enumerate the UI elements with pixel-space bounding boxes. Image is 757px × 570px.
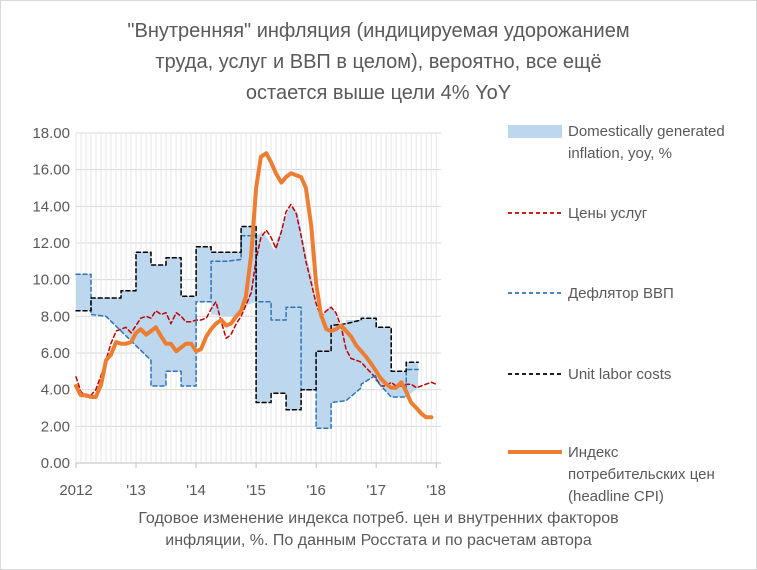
series-line-gdp-deflator <box>75 234 419 429</box>
axis-layer: 0.00 2.00 4.00 6.00 8.00 10.00 12.00 14.00 16.00… <box>32 125 446 499</box>
legend-label: потребительских цен <box>568 466 715 483</box>
chart-title-line-2: труда, услуг и ВВП в целом), вероятно, в… <box>155 51 602 73</box>
chart-title-line-1: "Внутренняя" инфляция (индицируемая удор… <box>127 20 630 42</box>
legend-label: Unit labor costs <box>568 366 671 383</box>
y-tick-label: 12.00 <box>32 235 70 252</box>
x-tick-label: '17 <box>366 482 386 499</box>
legend-label: Индекс <box>568 444 619 461</box>
legend-label: Дефлятор ВВП <box>568 285 674 302</box>
series-band-domestic-inflation <box>76 206 419 429</box>
chart-caption-line-1: Годовое изменение индекса потреб. цен и … <box>138 510 619 527</box>
x-tick-label: '16 <box>306 482 326 499</box>
y-tick-label: 16.00 <box>32 162 70 179</box>
y-tick-label: 14.00 <box>32 198 70 215</box>
y-tick-label: 18.00 <box>32 125 70 142</box>
y-tick-label: 10.00 <box>32 272 70 289</box>
series-line-headline-cpi <box>74 151 434 420</box>
x-tick-label: '18 <box>426 482 446 499</box>
x-tick-label: '14 <box>186 482 206 499</box>
legend-label: Domestically generated <box>568 123 725 140</box>
y-tick-label: 2.00 <box>41 418 70 435</box>
x-tick-label: 2012 <box>59 482 92 499</box>
y-tick-label: 6.00 <box>41 345 70 362</box>
y-tick-label: 0.00 <box>41 455 70 472</box>
x-tick-label: '15 <box>246 482 266 499</box>
chart-title-line-3: остается выше цели 4% YoY <box>245 82 512 104</box>
legend-swatch-band <box>508 125 562 138</box>
legend-layer: Domestically generated inflation, yoy, % Ц… <box>508 123 725 505</box>
legend-label: inflation, yoy, % <box>568 145 672 162</box>
legend-label: (headline CPI) <box>568 488 664 505</box>
legend-label: Цены услуг <box>568 205 648 222</box>
series-layer <box>74 151 437 429</box>
chart-caption-line-2: инфляции, %. По данным Росстата и по рас… <box>165 532 592 549</box>
y-tick-label: 8.00 <box>41 308 70 325</box>
series-line-unit-labor-costs <box>75 225 419 411</box>
x-tick-label: '13 <box>126 482 146 499</box>
y-tick-label: 4.00 <box>41 382 70 399</box>
